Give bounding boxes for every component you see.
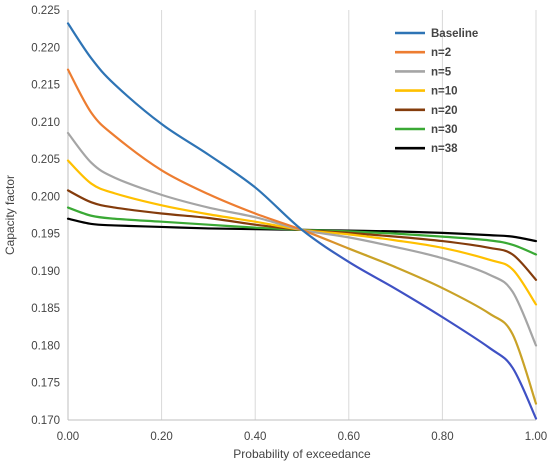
- x-tick-label: 0.80: [431, 431, 453, 443]
- x-tick-label: 0.60: [338, 431, 360, 443]
- y-tick-label: 0.225: [31, 5, 60, 17]
- legend-label: n=20: [431, 105, 458, 117]
- y-axis-title: Capacity factor: [3, 175, 17, 255]
- x-tick-label: 0.40: [244, 431, 266, 443]
- x-tick-label: 0.20: [150, 431, 172, 443]
- series-line-baseline: [66, 22, 538, 420]
- y-tick-label: 0.180: [31, 340, 60, 352]
- legend-label: Baseline: [431, 28, 478, 40]
- series-line-n-10: [66, 159, 538, 306]
- y-tick-label: 0.185: [31, 303, 60, 315]
- y-tick-label: 0.175: [31, 378, 60, 390]
- y-tick-label: 0.200: [31, 191, 60, 203]
- y-tick-label: 0.205: [31, 154, 60, 166]
- y-tick-label: 0.210: [31, 117, 60, 129]
- legend-label: n=5: [431, 66, 452, 78]
- grid: [161, 10, 537, 420]
- y-tick-label: 0.215: [31, 80, 60, 92]
- legend-label: n=30: [431, 124, 458, 136]
- series-lines: [66, 22, 538, 420]
- tick-labels: 0.00 0.20 0.40 0.60 0.80 1.00 0.225 0.220 0.215 0…: [31, 5, 547, 443]
- y-tick-label: 0.190: [31, 266, 60, 278]
- axes: [67, 10, 536, 421]
- y-tick-label: 0.220: [31, 42, 60, 54]
- y-tick-label: 0.195: [31, 229, 60, 241]
- legend: Baseline n=2 n=5 n=10 n=20 n=30 n=38: [395, 28, 478, 155]
- x-tick-label: 0.00: [57, 431, 79, 443]
- legend-label: n=38: [431, 143, 458, 155]
- legend-label: n=10: [431, 86, 458, 98]
- x-axis-title: Probability of exceedance: [233, 447, 371, 461]
- series-line-n-2: [66, 68, 538, 405]
- legend-label: n=2: [431, 47, 451, 59]
- y-tick-label: 0.170: [31, 415, 60, 427]
- x-tick-label: 1.00: [525, 431, 547, 443]
